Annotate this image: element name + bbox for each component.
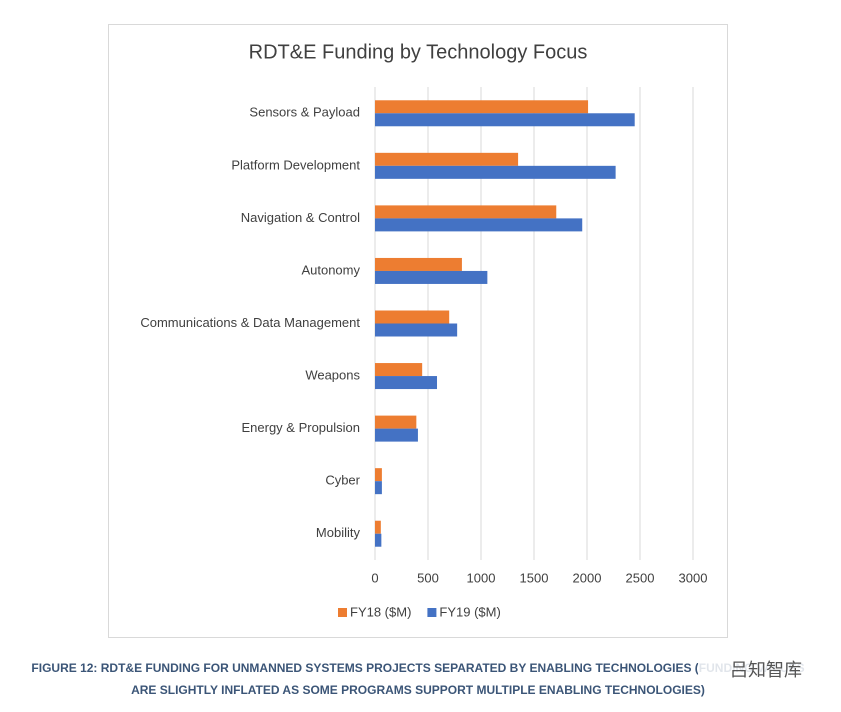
bar: [375, 257, 462, 271]
watermark: 吕知智库: [730, 660, 802, 680]
x-tick-label: 3000: [679, 570, 708, 585]
bar: [375, 428, 418, 442]
y-tick-label: Platform Development: [231, 157, 360, 172]
x-tick-label: 0: [371, 570, 378, 585]
bar: [375, 270, 488, 284]
y-tick-label: Weapons: [305, 367, 360, 382]
bar: [375, 481, 382, 495]
bar: [375, 152, 519, 166]
bar: [375, 100, 589, 114]
bar: [375, 310, 450, 324]
y-tick-label: Sensors & Payload: [249, 105, 360, 120]
legend-swatch: [427, 608, 437, 617]
caption-line: ARE SLIGHTLY INFLATED AS SOME PROGRAMS S…: [131, 683, 705, 697]
bar: [375, 468, 382, 482]
bar: [375, 376, 438, 390]
bar: [375, 165, 616, 179]
y-tick-label: Autonomy: [301, 262, 360, 277]
bar: [375, 113, 635, 127]
x-tick-label: 2500: [626, 570, 655, 585]
y-tick-label: Communications & Data Management: [140, 315, 360, 330]
legend-label: FY19 ($M): [439, 604, 500, 619]
bar: [375, 363, 423, 377]
x-tick-label: 500: [417, 570, 439, 585]
bar: [375, 415, 417, 429]
watermark-bg: [698, 656, 824, 684]
legend-label: FY18 ($M): [350, 604, 411, 619]
legend-swatch: [338, 608, 347, 617]
x-tick-label: 2000: [573, 570, 602, 585]
y-tick-label: Cyber: [325, 473, 360, 488]
x-tick-label: 1000: [467, 570, 496, 585]
x-tick-label: 1500: [520, 570, 549, 585]
y-tick-label: Energy & Propulsion: [241, 420, 360, 435]
bar: [375, 218, 583, 232]
y-tick-label: Navigation & Control: [241, 210, 360, 225]
y-tick-label: Mobility: [316, 525, 361, 540]
bar: [375, 323, 458, 337]
bar: [375, 520, 381, 534]
caption-line: FIGURE 12: RDT&E FUNDING FOR UNMANNED SY…: [31, 661, 804, 675]
bar: [375, 533, 382, 547]
bar: [375, 205, 557, 219]
chart-title: RDT&E Funding by Technology Focus: [249, 41, 588, 63]
